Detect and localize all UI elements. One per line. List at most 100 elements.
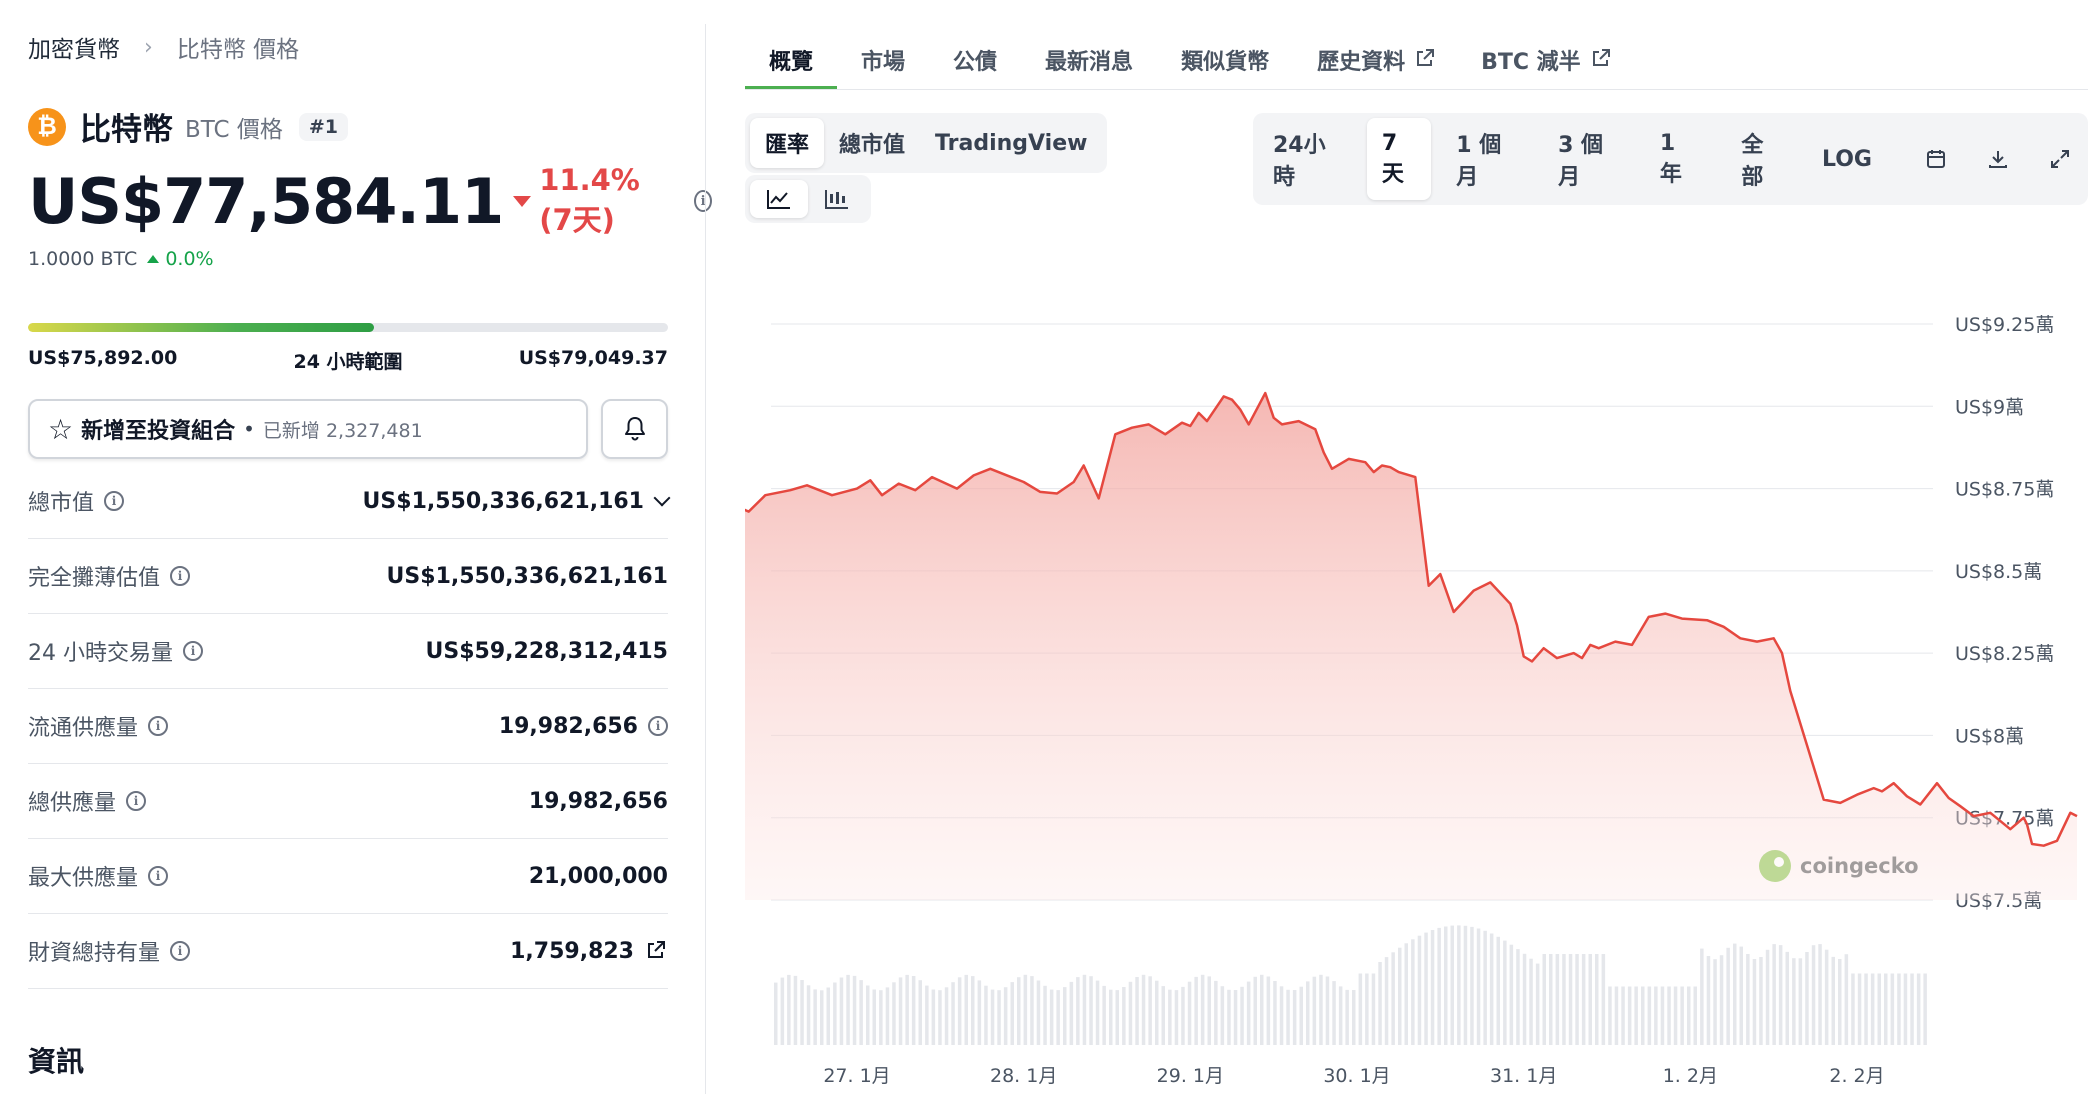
volume-bar bbox=[1772, 944, 1776, 1045]
volume-bar bbox=[846, 974, 850, 1045]
volume-bar bbox=[833, 982, 837, 1045]
stat-row: 24 小時交易量 i US$59,228,312,415 bbox=[28, 614, 668, 689]
volume-bar bbox=[1739, 946, 1743, 1045]
info-icon[interactable]: i bbox=[648, 716, 668, 736]
price-line bbox=[745, 391, 2078, 847]
portfolio-dot: • bbox=[243, 417, 255, 441]
stat-label-text: 財資總持有量 bbox=[28, 941, 161, 966]
stat-label: 完全攤薄估值 i bbox=[28, 560, 191, 592]
volume-bar bbox=[911, 976, 916, 1045]
volume-bar bbox=[1470, 926, 1474, 1045]
volume-bar bbox=[1003, 987, 1008, 1045]
volume-bar bbox=[1897, 973, 1901, 1045]
info-icon[interactable]: i bbox=[148, 716, 169, 736]
volume-bar bbox=[957, 977, 962, 1045]
volume-bar bbox=[1181, 986, 1185, 1045]
volume-bar bbox=[1056, 990, 1060, 1045]
volume-bar bbox=[1555, 954, 1560, 1045]
volume-bar bbox=[971, 976, 975, 1045]
stat-label-text: 總市值 bbox=[28, 491, 95, 516]
tab-3[interactable]: 最新消息 bbox=[1021, 36, 1157, 89]
time-range-option[interactable]: 7天 bbox=[1366, 118, 1432, 200]
info-icon[interactable]: i bbox=[170, 941, 191, 961]
volume-bar bbox=[1345, 989, 1349, 1045]
volume-bar bbox=[780, 977, 785, 1045]
info-icon[interactable]: i bbox=[183, 641, 203, 661]
volume-bar bbox=[1299, 986, 1303, 1045]
external-link-icon[interactable] bbox=[646, 940, 668, 962]
tab-6[interactable]: BTC 減半 bbox=[1457, 36, 1633, 89]
info-icon[interactable]: i bbox=[170, 566, 191, 586]
stat-value: 1,759,823 bbox=[510, 939, 668, 964]
volume-bar bbox=[931, 989, 936, 1045]
volume-bar bbox=[1246, 981, 1251, 1045]
volume-bar bbox=[964, 974, 968, 1045]
time-range-option[interactable]: 全部 bbox=[1741, 133, 1764, 190]
calendar-icon[interactable] bbox=[1913, 118, 1959, 200]
volume-bar bbox=[1759, 957, 1763, 1045]
x-tick-label: 27. 1月 bbox=[823, 1065, 890, 1087]
time-range-option[interactable]: LOG bbox=[1822, 146, 1872, 172]
breadcrumb-current: 比特幣 價格 bbox=[176, 37, 300, 63]
candlestick-icon[interactable] bbox=[808, 180, 866, 218]
coin-tabs: 概覽 市場 公債 最新消息 類似貨幣 歷史資料 BTC 減半 bbox=[745, 36, 2088, 90]
btc-change: 0.0% bbox=[147, 248, 214, 270]
volume-bar bbox=[1095, 980, 1100, 1045]
volume-bar bbox=[918, 980, 922, 1045]
volume-bar bbox=[1187, 981, 1192, 1045]
price-chart[interactable]: US$7.5萬US$7.75萬US$8萬US$8.25萬US$8.5萬US$8.… bbox=[745, 300, 2088, 1094]
volume-bar bbox=[1811, 945, 1816, 1045]
volume-bar bbox=[859, 980, 863, 1045]
volume-bar bbox=[1778, 945, 1783, 1045]
x-tick-label: 30. 1月 bbox=[1323, 1065, 1390, 1087]
volume-bar bbox=[1082, 974, 1087, 1045]
chart-mode-option[interactable]: 總市值 bbox=[839, 133, 906, 158]
volume-bar bbox=[1785, 951, 1789, 1045]
price-area bbox=[745, 393, 2077, 900]
line-chart-icon[interactable] bbox=[750, 180, 808, 218]
volume-bar bbox=[1765, 949, 1770, 1045]
range-label: 24 小時範圍 bbox=[293, 351, 403, 373]
volume-bar bbox=[813, 989, 817, 1045]
range-high: US$79,049.37 bbox=[518, 347, 668, 369]
tab-2[interactable]: 公債 bbox=[929, 36, 1021, 89]
tab-label: 概覽 bbox=[769, 50, 814, 75]
volume-bar bbox=[1752, 959, 1757, 1045]
tab-5[interactable]: 歷史資料 bbox=[1293, 36, 1457, 89]
info-icon[interactable]: i bbox=[694, 190, 712, 212]
volume-bar bbox=[885, 987, 890, 1045]
info-icon[interactable]: i bbox=[104, 491, 125, 511]
expand-icon[interactable] bbox=[2037, 118, 2083, 200]
time-range-option[interactable]: 1 年 bbox=[1659, 130, 1682, 187]
time-range-option[interactable]: 3 個月 bbox=[1558, 133, 1604, 190]
time-range-option[interactable]: 24小時 bbox=[1273, 133, 1326, 190]
stat-row: 總供應量 i 19,982,656 bbox=[28, 764, 668, 839]
volume-bar bbox=[1404, 943, 1408, 1045]
volume-bar bbox=[1023, 974, 1028, 1045]
chart-mode-option[interactable]: 匯率 bbox=[750, 118, 825, 168]
breadcrumb-root-link[interactable]: 加密貨幣 bbox=[28, 37, 120, 63]
volume-bar bbox=[1430, 930, 1435, 1045]
coin-name: 比特幣 bbox=[80, 112, 173, 148]
tab-4[interactable]: 類似貨幣 bbox=[1157, 36, 1293, 89]
chart-mode-selector: 匯率 總市值 TradingView bbox=[745, 113, 1108, 173]
info-icon[interactable]: i bbox=[126, 791, 147, 811]
add-to-portfolio-button[interactable]: ☆ 新增至投資組合 • 已新增 2,327,481 bbox=[28, 399, 588, 459]
volume-bar bbox=[1870, 973, 1875, 1045]
volume-bar bbox=[1660, 986, 1665, 1045]
volume-bar bbox=[1805, 952, 1809, 1045]
breadcrumb: 加密貨幣 › 比特幣 價格 bbox=[28, 30, 299, 64]
volume-bar bbox=[1923, 973, 1927, 1045]
info-section-heading: 資訊 bbox=[28, 1045, 85, 1078]
volume-bar bbox=[1102, 985, 1106, 1045]
tab-1[interactable]: 市場 bbox=[837, 36, 929, 89]
tab-0[interactable]: 概覽 bbox=[745, 36, 838, 89]
info-icon[interactable]: i bbox=[148, 866, 169, 886]
volume-bar bbox=[774, 982, 778, 1045]
chevron-down-icon[interactable] bbox=[653, 489, 671, 507]
price-alert-button[interactable] bbox=[601, 399, 668, 459]
download-icon[interactable] bbox=[1975, 118, 2021, 200]
time-range-option[interactable]: 1 個月 bbox=[1456, 133, 1502, 190]
volume-bar bbox=[1017, 977, 1021, 1045]
chart-mode-option[interactable]: TradingView bbox=[935, 130, 1088, 156]
